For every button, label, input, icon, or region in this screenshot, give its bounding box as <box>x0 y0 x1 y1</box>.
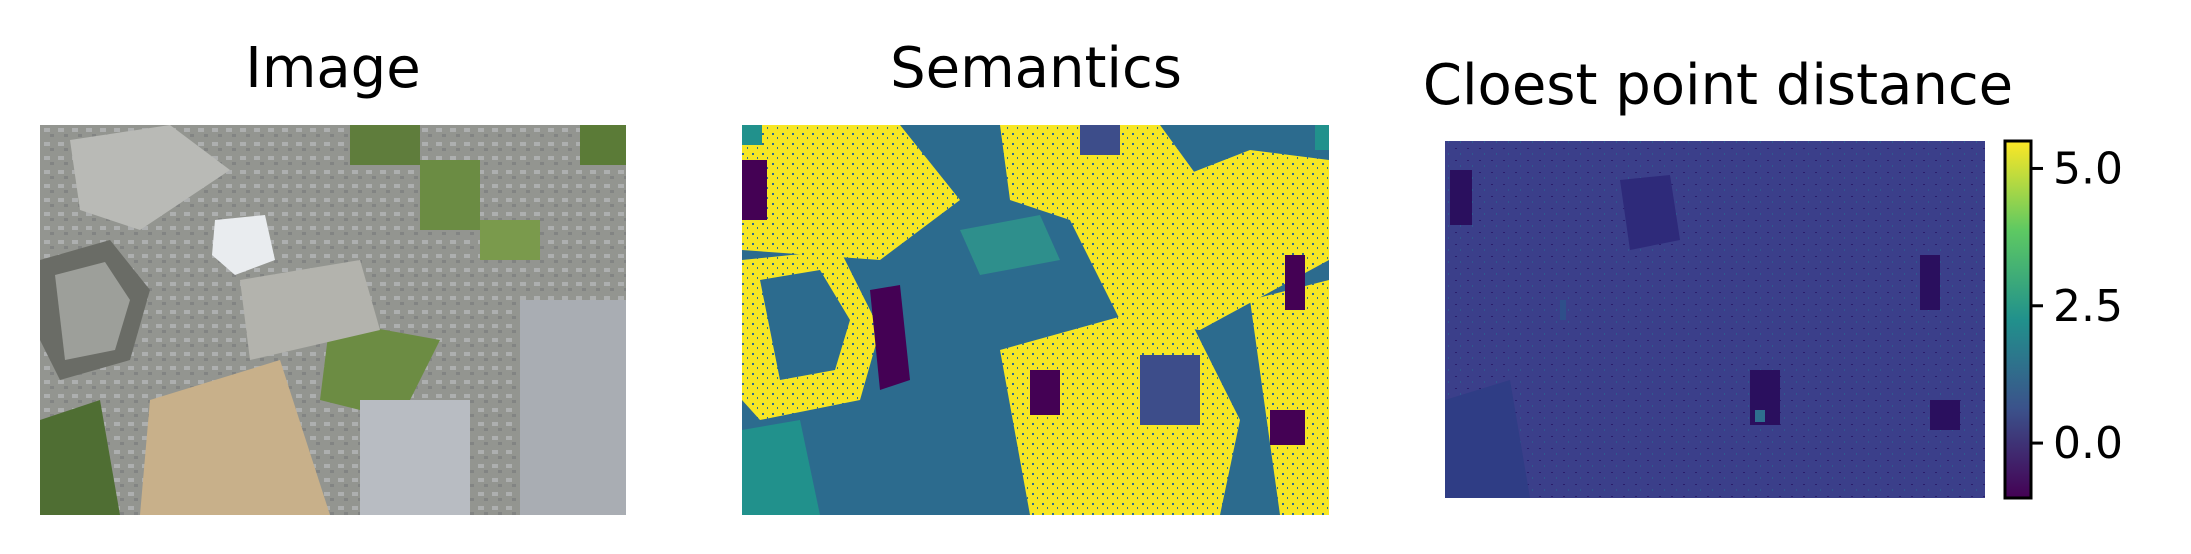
semantic-map <box>742 125 1329 515</box>
panel-semantics: Semantics <box>742 36 1329 515</box>
colorbar-tick-label: 2.5 <box>2053 281 2123 332</box>
colorbar-gradient <box>2003 139 2033 500</box>
aerial-photo <box>40 125 626 515</box>
panel-title-image: Image <box>245 36 420 101</box>
colorbar-tick-label: 0.0 <box>2053 418 2123 469</box>
panel-title-distance: Cloest point distance <box>1423 53 2013 118</box>
colorbar-tick-label: 5.0 <box>2053 143 2123 194</box>
panel-title-semantics: Semantics <box>890 36 1182 101</box>
panel-image: Image <box>40 36 626 515</box>
panel-distance: Cloest point distance <box>1423 53 2013 498</box>
distance-map <box>1445 141 1985 498</box>
colorbar: 5.0 2.5 0.0 <box>2003 139 2123 500</box>
